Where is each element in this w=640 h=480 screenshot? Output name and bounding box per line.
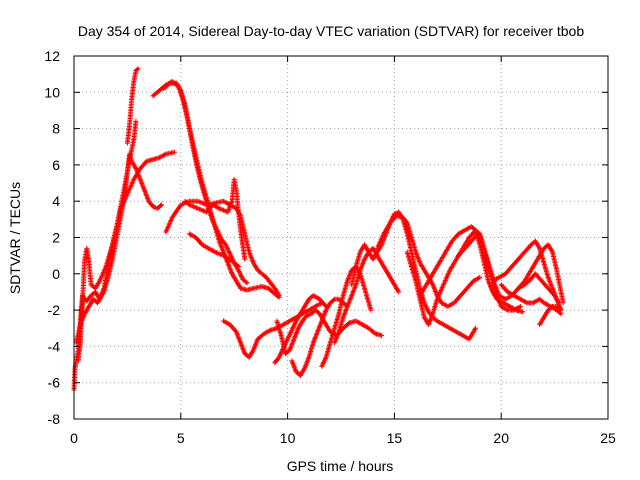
y-tick-label: -2 — [48, 302, 61, 318]
y-tick-label: 6 — [52, 157, 60, 173]
series-arc-11 — [274, 307, 385, 357]
data-point — [560, 300, 566, 306]
series-arc-21 — [490, 238, 564, 313]
axis-ticks: 0 5 10 15 20 25 -8 -6 -4 -2 0 2 4 6 8 10 12 — [44, 48, 616, 446]
series-arc-14 — [319, 264, 374, 369]
series-arc-8 — [182, 176, 248, 262]
data-point — [556, 300, 562, 306]
data-point — [379, 333, 385, 339]
data-point — [244, 280, 250, 286]
y-tick-label: 8 — [52, 121, 60, 137]
y-tick-label: -6 — [48, 375, 61, 391]
data-point — [477, 274, 483, 280]
data-point — [134, 67, 140, 73]
data-point — [135, 66, 141, 72]
y-tick-label: 0 — [52, 266, 60, 282]
x-tick-label: 5 — [177, 430, 185, 446]
data-point — [473, 325, 479, 331]
x-axis-label: GPS time / hours — [287, 458, 394, 474]
x-tick-label: 20 — [493, 430, 509, 446]
series-arc-23 — [515, 271, 562, 306]
y-tick-label: 12 — [44, 48, 60, 64]
data-point — [158, 203, 164, 209]
chart-title: Day 354 of 2014, Sidereal Day-to-day VTE… — [78, 23, 585, 39]
data-point — [276, 293, 282, 299]
series-arc-24 — [537, 303, 564, 328]
series-arc-9 — [186, 231, 241, 270]
y-tick-label: 4 — [52, 193, 60, 209]
series-arc-17 — [374, 213, 483, 309]
data-point — [171, 149, 177, 155]
data-point — [242, 256, 248, 262]
series-arc-19 — [417, 224, 526, 315]
series-arc-3 — [73, 151, 165, 346]
data-point — [403, 219, 409, 225]
x-tick-label: 0 — [70, 430, 78, 446]
y-tick-label: -8 — [48, 411, 61, 427]
series-arc-12 — [272, 293, 329, 366]
series-arc-4 — [124, 66, 141, 146]
x-tick-label: 10 — [280, 430, 296, 446]
data-point — [520, 309, 526, 315]
data-point — [159, 202, 165, 208]
data-point — [517, 303, 523, 309]
y-tick-label: 2 — [52, 230, 60, 246]
data-point — [235, 264, 241, 270]
data-point — [331, 297, 337, 303]
data-point — [166, 81, 172, 87]
y-tick-label: 10 — [44, 84, 60, 100]
y-tick-label: -4 — [48, 338, 61, 354]
data-point — [243, 279, 249, 285]
data-series — [71, 66, 566, 393]
x-tick-label: 15 — [387, 430, 403, 446]
data-point — [234, 263, 240, 269]
data-point — [133, 118, 139, 124]
y-axis-label: SDTVAR / TECUs — [7, 182, 23, 294]
data-point — [557, 306, 563, 312]
data-point — [548, 304, 554, 310]
x-tick-label: 25 — [600, 430, 616, 446]
data-point — [558, 307, 564, 313]
data-point — [396, 289, 402, 295]
data-point — [368, 307, 374, 313]
